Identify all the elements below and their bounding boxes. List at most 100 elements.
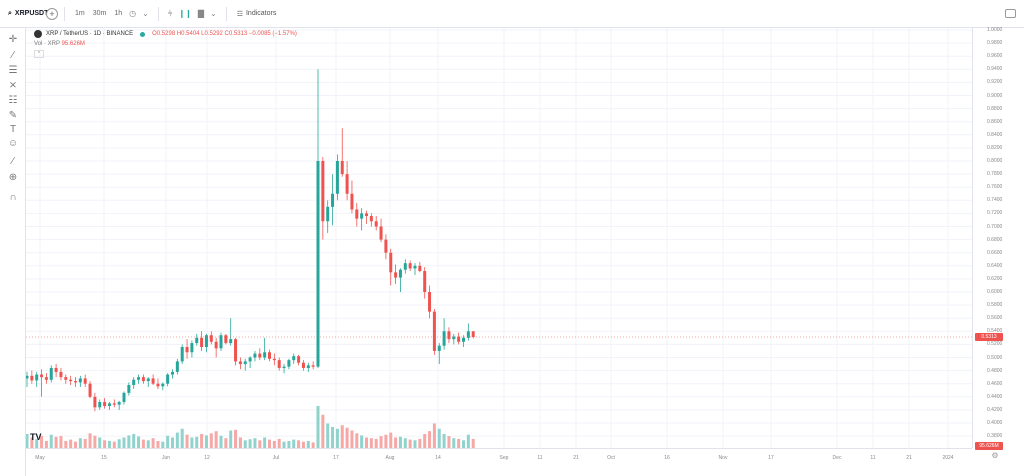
price-tick: 0.4600 [987,380,1003,387]
symbol-search[interactable]: ⌕ XRPUSDT [0,9,48,18]
magnet-icon[interactable]: ∩ [9,191,17,203]
price-tick: 0.6200 [987,275,1003,282]
price-tick: 1.0000 [987,27,1003,33]
price-tick: 0.8600 [987,118,1003,125]
time-tick: May [35,455,45,461]
price-tick: 0.7600 [987,184,1003,191]
crosshair-icon[interactable]: ✛ [8,33,18,45]
price-tick: 0.9800 [987,40,1003,47]
volume-tag: 95.626M [975,442,1003,450]
price-tick: 0.9000 [987,92,1003,99]
time-tick: 16 [664,455,670,461]
divider [157,6,159,21]
price-tick: 0.6800 [987,236,1003,243]
legend-volume-row: Vol · XRP 95.626M [34,39,297,49]
price-tick: 0.6000 [987,289,1003,295]
time-tick: Jul [272,455,280,461]
top-toolbar: ⌕ XRPUSDT + 1m 30m 1h ◷ ⌄ ⫩ ❙❙ ▇ ⌄ ☲ Ind… [0,0,1024,28]
chevron-down-icon[interactable]: ⌄ [210,9,217,18]
symbol-label: XRPUSDT [14,10,49,17]
price-tick: 0.7400 [987,197,1003,204]
timeframe-1m[interactable]: 1m [75,10,85,17]
timeframe-30m[interactable]: 30m [92,10,107,17]
price-tick: 0.8400 [987,131,1003,138]
search-icon: ⌕ [8,9,12,17]
drawing-toolbar: ✛ ∕ ☰ ⨯ ☷ ✎ T ☺ ⁄ ⊕ ∩ [0,28,26,476]
price-axis[interactable]: 1.0000 0.9800 0.9600 0.9400 0.9200 0.9000 0.88… [972,27,1024,448]
legend-ohlc: O0.5298 H0.5404 L0.5292 C0.5313 −0.0085 … [152,31,297,37]
time-tick: 2024 [942,455,954,461]
chart-legend: XRP / TetherUS · 1D · BINANCE O0.5298 H0… [34,29,297,58]
brush-icon[interactable]: ✎ [8,109,18,121]
chevron-down-icon[interactable]: ⌄ [142,9,149,18]
price-tick: 0.8200 [987,144,1003,151]
price-tick: 0.6600 [987,249,1003,256]
xrp-logo-icon [34,30,42,38]
price-tick: 0.5800 [987,302,1003,309]
price-tick: 0.5600 [987,315,1003,322]
price-tick: 0.4400 [987,393,1003,400]
price-tick: 0.3800 [987,433,1003,440]
price-tick: 0.5200 [987,341,1003,348]
price-tick: 0.8000 [987,158,1003,164]
pattern-icon[interactable]: ⨯ [8,79,18,91]
price-tick: 0.5000 [987,354,1003,361]
indicators-icon: ☲ [236,10,243,18]
price-tick: 0.4200 [987,406,1003,413]
zoom-in-icon[interactable]: ⊕ [8,171,18,183]
time-tick: Sep [499,455,509,461]
time-tick: Oct [607,455,615,461]
price-tick: 0.7800 [987,171,1003,178]
price-tick: 0.7000 [987,223,1003,230]
time-tick: 17 [333,455,339,461]
market-status-icon [140,31,146,37]
time-tick: 12 [204,455,210,461]
time-tick: Jun [161,455,171,461]
volume-label: Vol · XRP [34,41,60,47]
time-tick: 15 [101,455,107,461]
timeframe-1h[interactable]: 1h [114,10,123,17]
time-tick: 21 [906,455,912,461]
clock-icon[interactable]: ◷ [129,9,137,18]
time-tick: 11 [870,455,876,461]
current-price-tag: 0.5313 [975,332,1003,341]
time-tick: 14 [435,455,441,461]
fib-retracement-icon[interactable]: ☰ [8,64,18,76]
price-tick: 0.9600 [987,53,1003,60]
time-tick: 17 [768,455,774,461]
divider [64,6,65,21]
text-icon[interactable]: T [9,123,17,135]
compare-symbol-button[interactable]: + [46,7,58,20]
time-tick: Aug [385,455,395,461]
price-tick: 0.7200 [987,210,1003,217]
collapse-legend-button[interactable]: ⌃ [34,50,44,58]
time-tick: 11 [537,455,543,461]
tradingview-logo[interactable]: TV [30,432,42,442]
price-tick: 0.9200 [987,79,1003,86]
indicators-button[interactable]: ☲ Indicators [237,10,277,18]
price-chart[interactable] [26,28,972,448]
settings-gear-icon[interactable]: ⚙ [991,451,999,460]
price-tick: 0.4800 [987,367,1003,374]
bars-icon[interactable]: ⫩ [167,8,173,18]
price-tick: 0.8800 [987,105,1003,112]
area-chart-icon[interactable]: ▇ [197,9,204,18]
legend-title: XRP / TetherUS · 1D · BINANCE [46,31,134,37]
price-tick: 0.6400 [987,262,1003,269]
price-tick: 0.9400 [987,66,1003,73]
time-axis[interactable]: May 15 Jun 12 Jul 17 Aug 14 Sep 11 21 Oct 16 Nov 17 Dec… [26,448,972,466]
time-tick: Nov [718,455,728,461]
emoji-icon[interactable]: ☺ [7,137,19,149]
divider [225,6,227,21]
ruler-icon[interactable]: ⁄ [12,155,14,167]
price-tick: 0.4000 [987,420,1003,426]
candles-icon[interactable]: ❙❙ [178,9,192,18]
time-tick: Dec [832,455,842,461]
legend-title-row: XRP / TetherUS · 1D · BINANCE O0.5298 H0… [34,29,297,39]
price-tick: 0.5400 [987,328,1003,335]
prediction-icon[interactable]: ☷ [8,94,18,106]
indicators-label: Indicators [245,10,277,17]
trend-line-icon[interactable]: ∕ [12,49,14,61]
time-tick: 21 [573,455,579,461]
camera-icon[interactable] [1005,9,1016,18]
